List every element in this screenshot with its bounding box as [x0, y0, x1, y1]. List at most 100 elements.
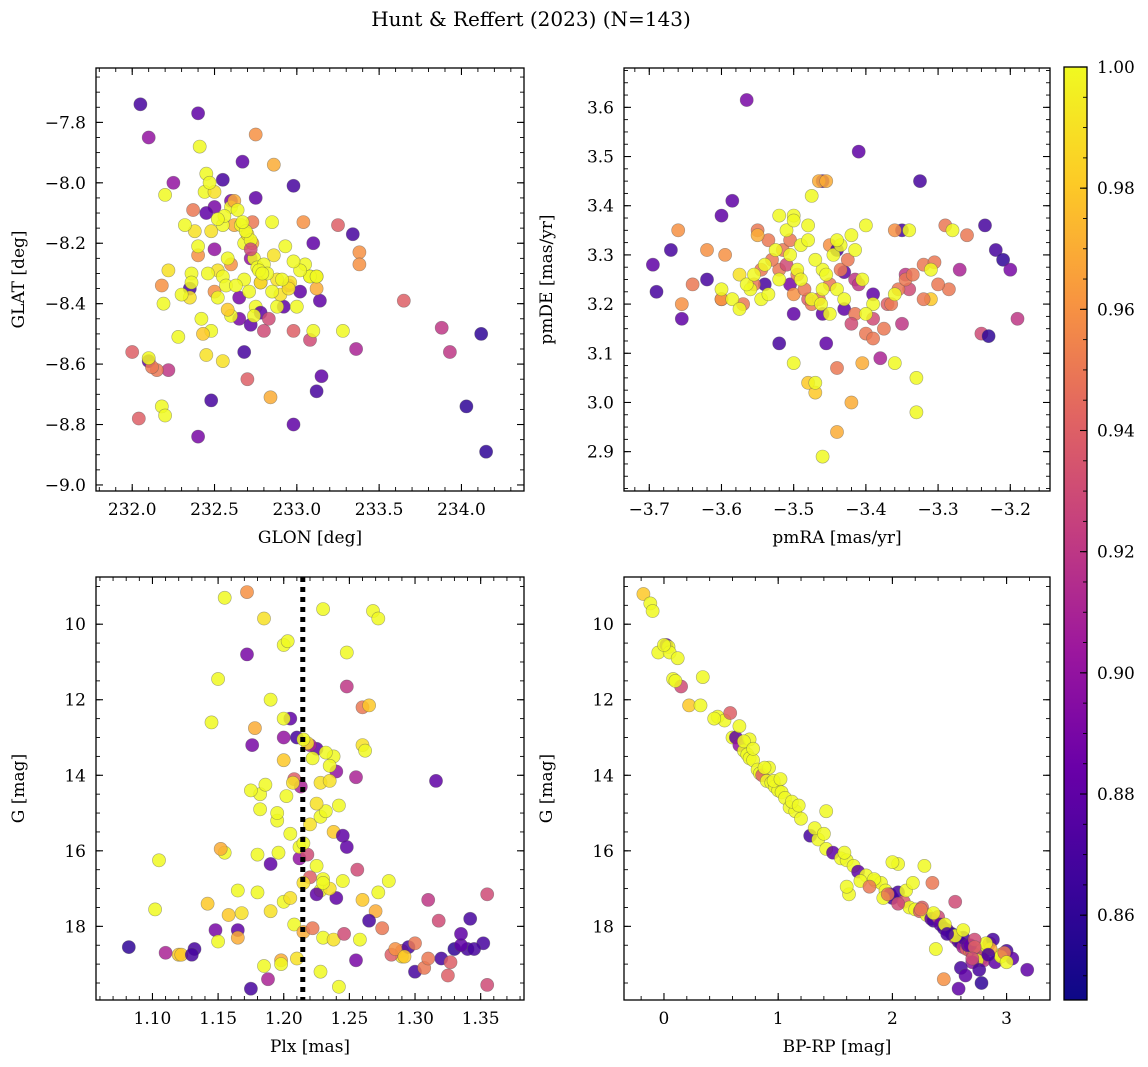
data-point	[725, 292, 740, 307]
x-tick-label: 233.5	[355, 500, 404, 520]
data-point	[221, 908, 236, 922]
data-point	[211, 672, 225, 686]
data-point	[154, 278, 169, 293]
x-tick-label: 233.0	[272, 500, 321, 520]
data-point	[463, 911, 478, 926]
data-point	[329, 891, 344, 905]
data-point	[121, 940, 136, 954]
data-point	[215, 354, 230, 368]
data-point	[1003, 262, 1018, 277]
data-point	[844, 316, 859, 331]
points-color-magnitude	[636, 587, 1035, 996]
x-tick-label: 3	[1001, 1009, 1012, 1029]
data-point	[739, 277, 754, 292]
data-point	[887, 287, 902, 302]
data-point	[352, 932, 367, 947]
data-point	[848, 243, 862, 257]
data-point	[768, 243, 783, 257]
data-point	[230, 203, 245, 217]
data-point	[981, 329, 996, 343]
y-tick-label: 16	[64, 842, 86, 862]
data-point	[362, 698, 376, 713]
y-tick-label: 10	[592, 615, 614, 635]
data-point	[243, 242, 258, 257]
data-point	[230, 883, 245, 898]
colorbar-tick-label: 0.96	[1097, 300, 1135, 320]
data-point	[230, 930, 245, 945]
data-point	[700, 272, 714, 287]
data-point	[840, 252, 855, 267]
data-point	[926, 906, 941, 920]
points-position	[125, 97, 493, 459]
data-point	[208, 923, 223, 937]
y-tick-label: −8.2	[45, 234, 86, 254]
colorbar-tick-label: 0.92	[1097, 543, 1135, 563]
data-point	[670, 651, 685, 666]
data-point	[914, 902, 928, 917]
colorbar-tick-label: 0.98	[1097, 179, 1135, 199]
data-point	[739, 93, 754, 107]
panel-proper-motion: −3.7 −3.6 −3.5 −3.4 −3.3 −3.2 2.9 3.0 3.1 3.2 3.3 3…	[537, 67, 1051, 548]
data-point	[215, 172, 230, 187]
data-point	[263, 390, 278, 405]
data-point	[668, 674, 683, 688]
data-point	[671, 223, 686, 238]
y-tick-label: 12	[592, 691, 614, 711]
data-point	[265, 215, 279, 229]
data-point	[261, 311, 276, 326]
data-point	[421, 893, 436, 907]
x-tick-label: −3.5	[773, 500, 814, 520]
x-tick-label: 2	[887, 1009, 898, 1029]
colorbar-frame	[1063, 66, 1088, 1001]
y-axis-label: G [mag]	[9, 754, 29, 823]
data-point	[1010, 311, 1025, 326]
data-point	[844, 228, 859, 243]
data-point	[316, 602, 330, 616]
data-point	[265, 284, 279, 299]
data-point	[220, 302, 235, 317]
data-point	[664, 243, 678, 257]
data-point	[999, 955, 1014, 970]
data-point	[967, 940, 982, 954]
data-point	[443, 955, 458, 970]
data-point	[263, 857, 278, 871]
data-point	[936, 972, 951, 987]
data-point	[830, 361, 844, 375]
data-point	[148, 902, 162, 917]
data-point	[906, 876, 920, 890]
data-point	[309, 887, 324, 902]
data-point	[358, 743, 372, 758]
data-point	[693, 698, 708, 713]
data-point	[866, 297, 880, 311]
y-tick-label: 12	[64, 691, 86, 711]
data-point	[819, 336, 834, 351]
data-point	[951, 981, 966, 996]
data-point	[725, 193, 740, 208]
data-point	[965, 951, 980, 966]
data-point	[191, 429, 205, 444]
y-tick-label: −8.4	[45, 295, 86, 315]
data-point	[732, 267, 747, 282]
data-point	[309, 796, 324, 811]
data-point	[213, 842, 228, 856]
data-point	[316, 876, 330, 890]
data-point	[972, 962, 987, 977]
x-tick-label: 232.0	[108, 500, 157, 520]
data-point	[945, 223, 960, 238]
y-axis-label: GLAT [deg]	[9, 230, 29, 328]
data-point	[242, 284, 256, 299]
data-point	[866, 331, 880, 346]
data-point	[657, 638, 671, 652]
data-point	[783, 247, 797, 262]
data-point	[350, 862, 365, 877]
data-point	[204, 715, 219, 730]
colorbar-gradient	[1064, 67, 1087, 1000]
data-point	[211, 934, 225, 949]
data-point	[339, 679, 354, 694]
data-point	[928, 942, 943, 956]
data-point	[833, 262, 848, 277]
x-tick-label: −3.4	[845, 500, 886, 520]
data-point	[474, 326, 489, 341]
y-tick-label: 14	[64, 766, 86, 786]
data-point	[184, 947, 199, 962]
